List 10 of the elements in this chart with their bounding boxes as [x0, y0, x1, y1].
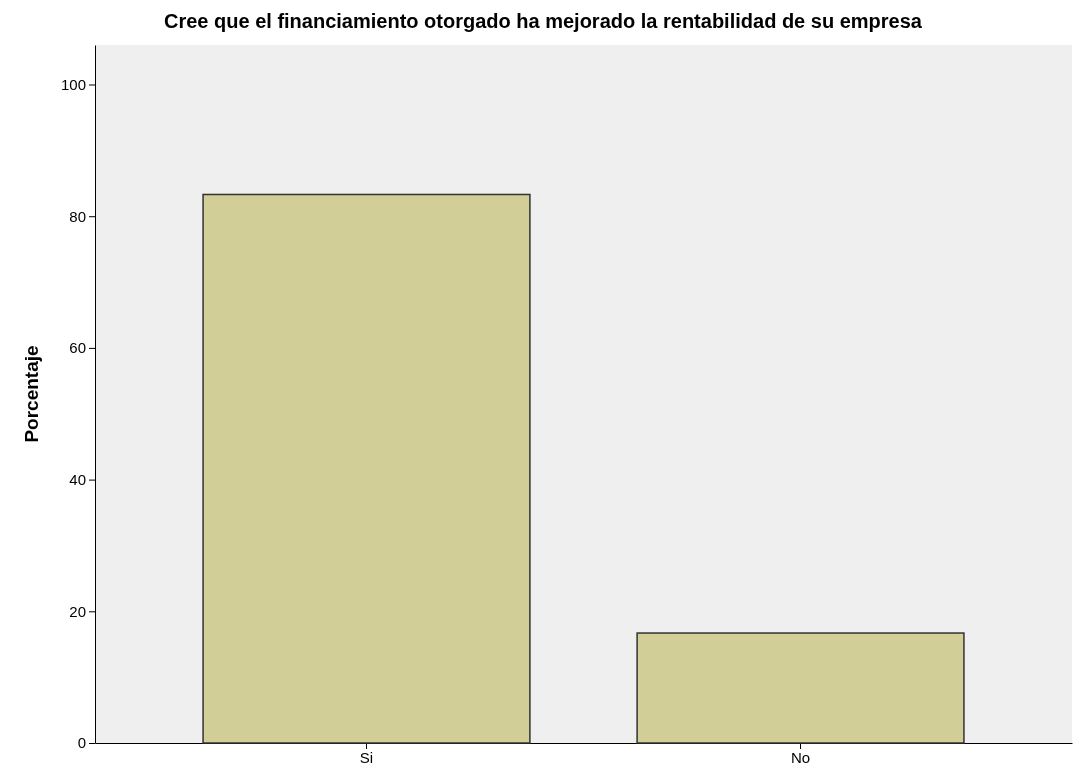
- x-tick-label: No: [790, 748, 811, 766]
- y-tick-label: 60: [69, 339, 86, 357]
- x-tick-label: Si: [359, 748, 374, 766]
- y-tick-label: 40: [69, 470, 86, 488]
- chart-title: Cree que el financiamiento otorgado ha mejorado la rentabilidad de su empresa: [164, 10, 923, 32]
- y-tick-label: 100: [60, 75, 86, 93]
- y-tick-label: 0: [77, 734, 86, 752]
- y-tick-label: 80: [69, 207, 86, 225]
- y-axis-title: Porcentaje: [21, 345, 42, 443]
- y-tick-label: 20: [69, 602, 86, 620]
